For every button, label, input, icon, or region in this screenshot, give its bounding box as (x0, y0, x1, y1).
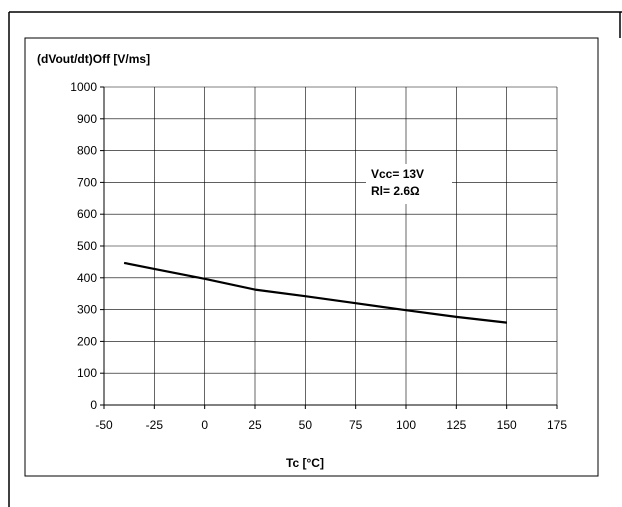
y-tick-label: 500 (77, 239, 97, 253)
y-tick-labels: 0 100 200 300 400 500 600 700 800 900 1000 (70, 80, 97, 412)
y-tick-label: 1000 (70, 80, 97, 94)
y-tick-label: 900 (77, 112, 97, 126)
y-tick-label: 700 (77, 175, 97, 189)
x-tick-label: 0 (201, 418, 208, 432)
annotation-box (366, 164, 452, 204)
x-tick-label: 75 (349, 418, 363, 432)
axes (100, 86, 558, 409)
x-axis-label: Tc [°C] (286, 456, 324, 470)
series-layer (123, 261, 507, 324)
x-tick-label: 150 (497, 418, 517, 432)
grid-lines (104, 86, 558, 405)
x-tick-label: -25 (146, 418, 164, 432)
y-tick-label: 0 (90, 398, 97, 412)
x-tick-label: 125 (446, 418, 466, 432)
y-tick-label: 100 (77, 366, 97, 380)
y-tick-label: 600 (77, 207, 97, 221)
series-line-0 (123, 261, 507, 324)
y-tick-label: 800 (77, 144, 97, 158)
x-tick-label: -50 (95, 418, 113, 432)
x-tick-label: 25 (248, 418, 262, 432)
x-tick-label: 100 (396, 418, 416, 432)
y-tick-label: 400 (77, 271, 97, 285)
annotation-vcc: Vcc= 13V (371, 167, 424, 181)
x-tick-label: 175 (547, 418, 567, 432)
x-tick-label: 50 (299, 418, 313, 432)
x-tick-labels: -50 -25 0 25 50 75 100 125 150 175 (95, 418, 567, 432)
y-axis-label: (dVout/dt)Off [V/ms] (37, 52, 150, 66)
y-tick-label: 300 (77, 303, 97, 317)
annotation-rl: Rl= 2.6Ω (371, 184, 420, 198)
plot-box (24, 37, 599, 477)
y-tick-label: 200 (77, 334, 97, 348)
